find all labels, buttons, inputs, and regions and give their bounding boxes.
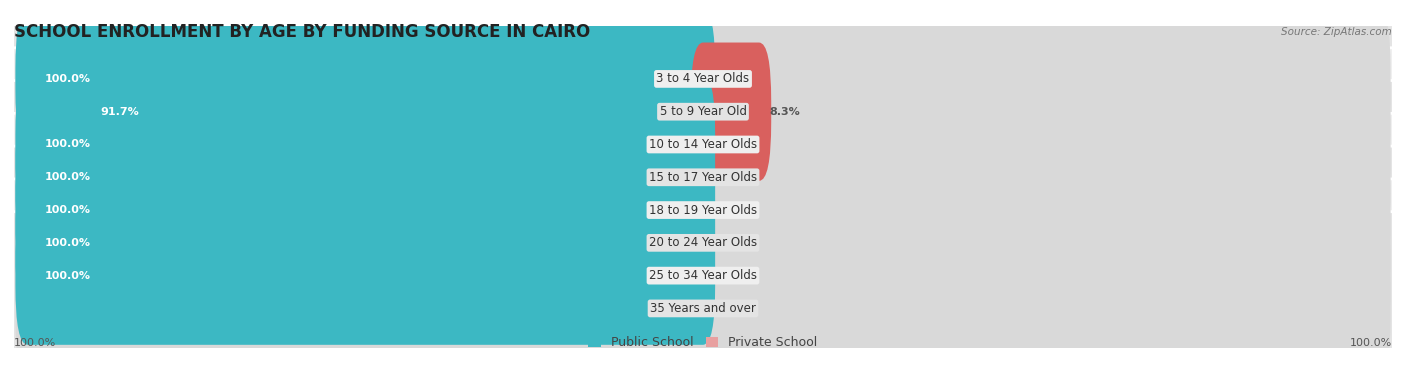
FancyBboxPatch shape (15, 239, 716, 378)
FancyBboxPatch shape (690, 43, 772, 181)
FancyBboxPatch shape (690, 10, 1391, 148)
Text: 10 to 14 Year Olds: 10 to 14 Year Olds (650, 138, 756, 151)
Text: 100.0%: 100.0% (14, 338, 56, 348)
Text: 91.7%: 91.7% (100, 107, 139, 117)
Text: Source: ZipAtlas.com: Source: ZipAtlas.com (1281, 27, 1392, 37)
FancyBboxPatch shape (15, 174, 716, 312)
FancyBboxPatch shape (15, 10, 716, 148)
Text: 0.0%: 0.0% (713, 205, 744, 215)
Text: 18 to 19 Year Olds: 18 to 19 Year Olds (650, 204, 756, 217)
Text: 0.0%: 0.0% (713, 238, 744, 248)
Text: 5 to 9 Year Old: 5 to 9 Year Old (659, 105, 747, 118)
FancyBboxPatch shape (15, 75, 716, 214)
FancyBboxPatch shape (690, 141, 1391, 279)
FancyBboxPatch shape (0, 113, 1406, 307)
FancyBboxPatch shape (0, 146, 1406, 339)
Text: 15 to 17 Year Olds: 15 to 17 Year Olds (650, 171, 756, 184)
FancyBboxPatch shape (690, 43, 1391, 181)
FancyBboxPatch shape (690, 108, 1391, 246)
Text: 20 to 24 Year Olds: 20 to 24 Year Olds (650, 236, 756, 249)
Text: 0.0%: 0.0% (662, 304, 693, 313)
FancyBboxPatch shape (72, 43, 716, 181)
FancyBboxPatch shape (15, 75, 716, 214)
Legend: Public School, Private School: Public School, Private School (583, 332, 823, 354)
FancyBboxPatch shape (0, 179, 1406, 372)
Text: 100.0%: 100.0% (45, 238, 90, 248)
Text: 100.0%: 100.0% (45, 205, 90, 215)
Text: 0.0%: 0.0% (713, 139, 744, 149)
Text: 100.0%: 100.0% (45, 139, 90, 149)
Text: 100.0%: 100.0% (45, 172, 90, 182)
Text: SCHOOL ENROLLMENT BY AGE BY FUNDING SOURCE IN CAIRO: SCHOOL ENROLLMENT BY AGE BY FUNDING SOUR… (14, 23, 591, 41)
Text: 0.0%: 0.0% (713, 172, 744, 182)
FancyBboxPatch shape (15, 141, 716, 279)
FancyBboxPatch shape (15, 141, 716, 279)
FancyBboxPatch shape (15, 206, 716, 345)
FancyBboxPatch shape (0, 48, 1406, 241)
FancyBboxPatch shape (690, 206, 1391, 345)
FancyBboxPatch shape (690, 239, 1391, 378)
FancyBboxPatch shape (15, 43, 716, 181)
Text: 100.0%: 100.0% (45, 74, 90, 84)
Text: 100.0%: 100.0% (1350, 338, 1392, 348)
Text: 3 to 4 Year Olds: 3 to 4 Year Olds (657, 73, 749, 85)
Text: 25 to 34 Year Olds: 25 to 34 Year Olds (650, 269, 756, 282)
FancyBboxPatch shape (15, 108, 716, 246)
FancyBboxPatch shape (15, 174, 716, 312)
FancyBboxPatch shape (0, 0, 1406, 176)
Text: 0.0%: 0.0% (713, 271, 744, 280)
FancyBboxPatch shape (0, 212, 1406, 378)
FancyBboxPatch shape (690, 75, 1391, 214)
Text: 8.3%: 8.3% (769, 107, 800, 117)
FancyBboxPatch shape (690, 174, 1391, 312)
FancyBboxPatch shape (0, 15, 1406, 208)
FancyBboxPatch shape (0, 81, 1406, 274)
FancyBboxPatch shape (15, 108, 716, 246)
Text: 100.0%: 100.0% (45, 271, 90, 280)
Text: 35 Years and over: 35 Years and over (650, 302, 756, 315)
Text: 0.0%: 0.0% (713, 304, 744, 313)
FancyBboxPatch shape (15, 10, 716, 148)
Text: 0.0%: 0.0% (713, 74, 744, 84)
FancyBboxPatch shape (15, 206, 716, 345)
